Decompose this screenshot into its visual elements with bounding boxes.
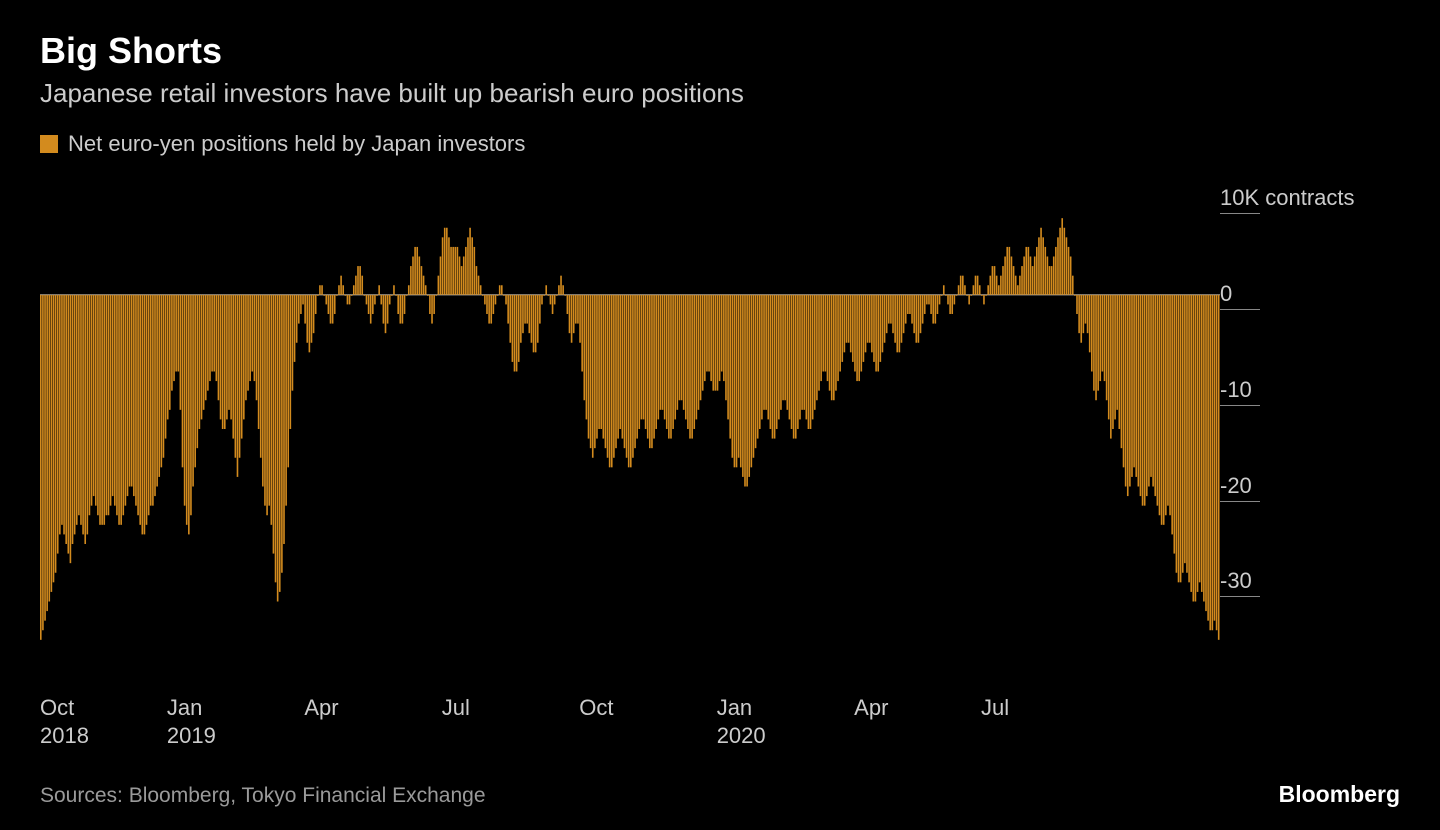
x-axis-labels: Oct2018 Jan2019 Apr Jul Oct Jan2020 Apr Jul — [40, 695, 1400, 755]
chart-subtitle: Japanese retail investors have built up … — [40, 78, 1400, 109]
x-tick-label: Jul — [981, 695, 1009, 721]
y-tick-label: 0 — [1220, 281, 1232, 307]
y-tick-mark — [1220, 501, 1260, 502]
y-tick-mark — [1220, 309, 1260, 310]
y-tick-label: 10K contracts — [1220, 185, 1355, 211]
y-axis-labels: 10K contracts 0 -10 -20 -30 — [1220, 169, 1400, 689]
chart-legend: Net euro-yen positions held by Japan inv… — [40, 131, 1400, 157]
x-tick-label: Jul — [442, 695, 470, 721]
y-tick-label: -20 — [1220, 473, 1252, 499]
y-tick-label: -30 — [1220, 568, 1252, 594]
chart-title: Big Shorts — [40, 30, 1400, 72]
sources-text: Sources: Bloomberg, Tokyo Financial Exch… — [40, 784, 486, 808]
y-tick-label: -10 — [1220, 377, 1252, 403]
x-tick-label: Jan2020 — [717, 695, 766, 749]
legend-label: Net euro-yen positions held by Japan inv… — [68, 131, 525, 157]
x-tick-label: Oct — [579, 695, 613, 721]
y-tick-mark — [1220, 596, 1260, 597]
chart-area: 10K contracts 0 -10 -20 -30 — [40, 169, 1400, 689]
x-tick-label: Apr — [304, 695, 338, 721]
x-tick-label: Oct2018 — [40, 695, 89, 749]
y-tick-mark — [1220, 405, 1260, 406]
x-tick-label: Jan2019 — [167, 695, 216, 749]
bar-chart-svg — [40, 169, 1400, 669]
brand-logo: Bloomberg — [1279, 781, 1400, 808]
x-tick-label: Apr — [854, 695, 888, 721]
legend-swatch — [40, 135, 58, 153]
y-tick-mark — [1220, 213, 1260, 214]
